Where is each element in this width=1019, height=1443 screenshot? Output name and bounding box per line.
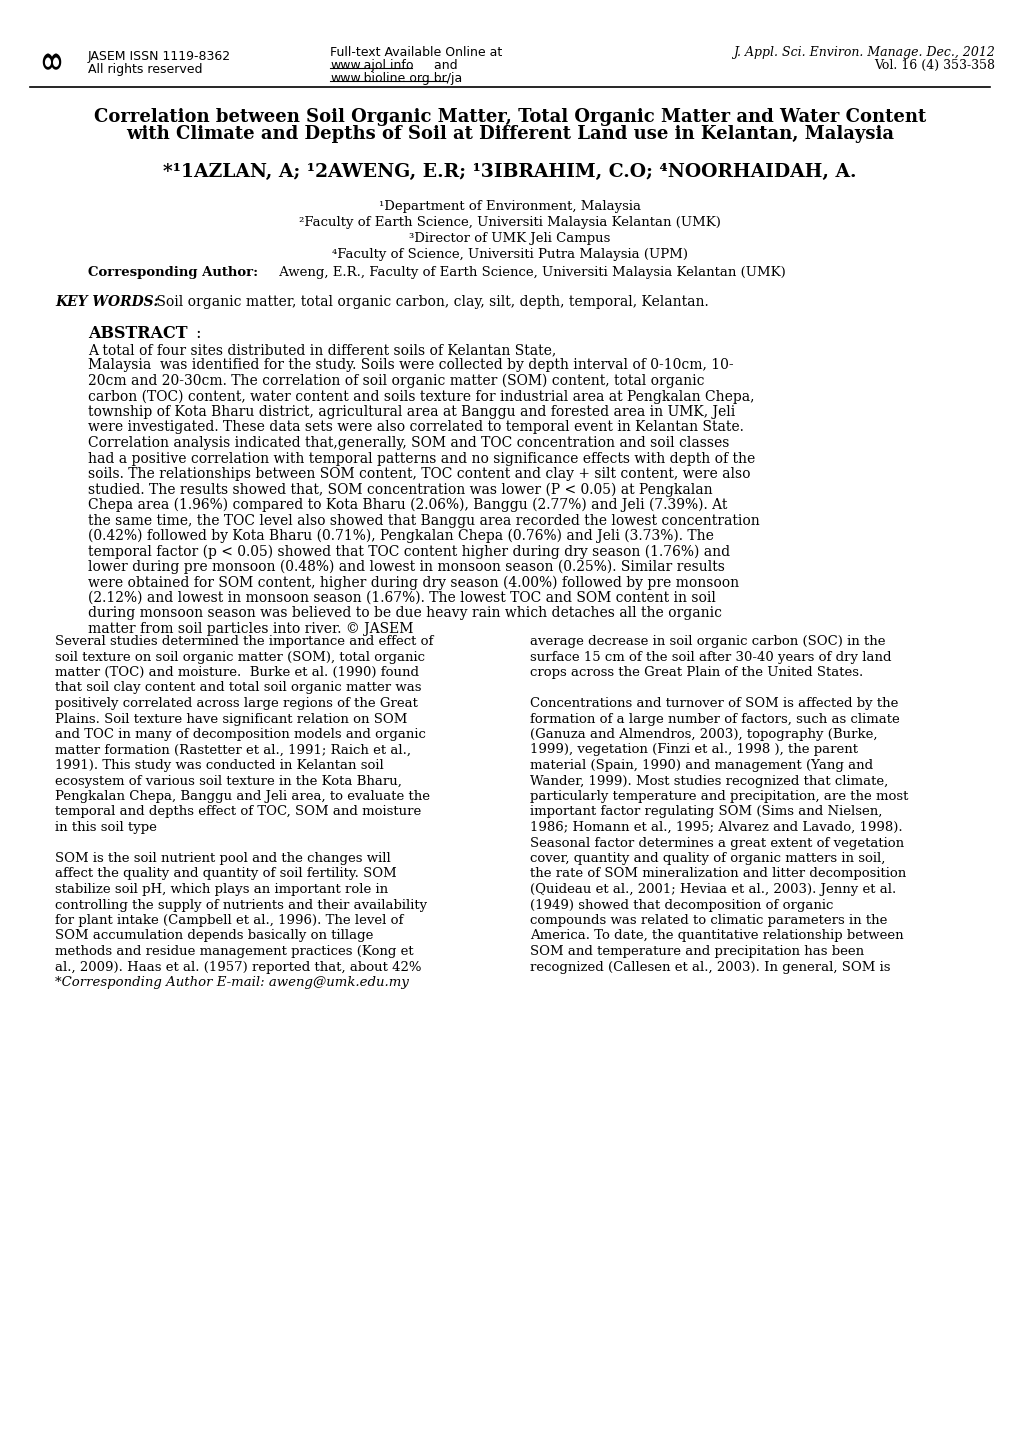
- Text: Aweng, E.R., Faculty of Earth Science, Universiti Malaysia Kelantan (UMK): Aweng, E.R., Faculty of Earth Science, U…: [275, 266, 785, 278]
- Text: positively correlated across large regions of the Great: positively correlated across large regio…: [55, 697, 418, 710]
- Text: the same time, the TOC level also showed that Banggu area recorded the lowest co: the same time, the TOC level also showed…: [88, 514, 759, 528]
- Text: average decrease in soil organic carbon (SOC) in the: average decrease in soil organic carbon …: [530, 635, 884, 648]
- Text: Wander, 1999). Most studies recognized that climate,: Wander, 1999). Most studies recognized t…: [530, 775, 888, 788]
- Text: (Ganuza and Almendros, 2003), topography (Burke,: (Ganuza and Almendros, 2003), topography…: [530, 729, 876, 742]
- Text: ABSTRACT: ABSTRACT: [88, 325, 187, 342]
- Text: matter formation (Rastetter et al., 1991; Raich et al.,: matter formation (Rastetter et al., 1991…: [55, 743, 411, 756]
- Text: were obtained for SOM content, higher during dry season (4.00%) followed by pre : were obtained for SOM content, higher du…: [88, 576, 739, 590]
- Text: ecosystem of various soil texture in the Kota Bharu,: ecosystem of various soil texture in the…: [55, 775, 401, 788]
- Polygon shape: [43, 53, 53, 69]
- Text: Malaysia  was identified for the study. Soils were collected by depth interval o: Malaysia was identified for the study. S…: [88, 358, 733, 372]
- Text: with Climate and Depths of Soil at Different Land use in Kelantan, Malaysia: with Climate and Depths of Soil at Diffe…: [126, 126, 893, 143]
- Text: matter (TOC) and moisture.  Burke et al. (1990) found: matter (TOC) and moisture. Burke et al. …: [55, 667, 419, 680]
- Text: in this soil type: in this soil type: [55, 821, 157, 834]
- Polygon shape: [53, 58, 59, 66]
- Text: had a positive correlation with temporal patterns and no significance effects wi: had a positive correlation with temporal…: [88, 452, 754, 466]
- Text: ²Faculty of Earth Science, Universiti Malaysia Kelantan (UMK): ²Faculty of Earth Science, Universiti Ma…: [299, 216, 720, 229]
- Text: studied. The results showed that, SOM concentration was lower (P < 0.05) at Peng: studied. The results showed that, SOM co…: [88, 482, 712, 496]
- Text: recognized (Callesen et al., 2003). In general, SOM is: recognized (Callesen et al., 2003). In g…: [530, 961, 890, 974]
- Text: Pengkalan Chepa, Banggu and Jeli area, to evaluate the: Pengkalan Chepa, Banggu and Jeli area, t…: [55, 789, 430, 802]
- Text: 1986; Homann et al., 1995; Alvarez and Lavado, 1998).: 1986; Homann et al., 1995; Alvarez and L…: [530, 821, 902, 834]
- Text: material (Spain, 1990) and management (Yang and: material (Spain, 1990) and management (Y…: [530, 759, 872, 772]
- Text: Correlation between Soil Organic Matter, Total Organic Matter and Water Content: Correlation between Soil Organic Matter,…: [94, 108, 925, 126]
- Text: Seasonal factor determines a great extent of vegetation: Seasonal factor determines a great exten…: [530, 837, 903, 850]
- Text: during monsoon season was believed to be due heavy rain which detaches all the o: during monsoon season was believed to be…: [88, 606, 721, 620]
- Text: were investigated. These data sets were also correlated to temporal event in Kel: were investigated. These data sets were …: [88, 420, 743, 434]
- Text: www.ajol.info: www.ajol.info: [330, 59, 413, 72]
- Text: Several studies determined the importance and effect of: Several studies determined the importanc…: [55, 635, 433, 648]
- Text: formation of a large number of factors, such as climate: formation of a large number of factors, …: [530, 713, 899, 726]
- Text: soil texture on soil organic matter (SOM), total organic: soil texture on soil organic matter (SOM…: [55, 651, 425, 664]
- Text: carbon (TOC) content, water content and soils texture for industrial area at Pen: carbon (TOC) content, water content and …: [88, 390, 754, 404]
- Text: controlling the supply of nutrients and their availability: controlling the supply of nutrients and …: [55, 899, 427, 912]
- Text: Concentrations and turnover of SOM is affected by the: Concentrations and turnover of SOM is af…: [530, 697, 898, 710]
- Text: important factor regulating SOM (Sims and Nielsen,: important factor regulating SOM (Sims an…: [530, 805, 881, 818]
- Text: SOM and temperature and precipitation has been: SOM and temperature and precipitation ha…: [530, 945, 863, 958]
- Text: KEY WORDS:: KEY WORDS:: [55, 294, 159, 309]
- Text: *Corresponding Author E-mail: aweng@umk.edu.my: *Corresponding Author E-mail: aweng@umk.…: [55, 975, 409, 988]
- Text: All rights reserved: All rights reserved: [88, 63, 203, 76]
- Text: America. To date, the quantitative relationship between: America. To date, the quantitative relat…: [530, 929, 903, 942]
- Text: SOM is the soil nutrient pool and the changes will: SOM is the soil nutrient pool and the ch…: [55, 851, 390, 864]
- Text: 1991). This study was conducted in Kelantan soil: 1991). This study was conducted in Kelan…: [55, 759, 383, 772]
- Text: and TOC in many of decomposition models and organic: and TOC in many of decomposition models …: [55, 729, 426, 742]
- Text: (0.42%) followed by Kota Bharu (0.71%), Pengkalan Chepa (0.76%) and Jeli (3.73%): (0.42%) followed by Kota Bharu (0.71%), …: [88, 530, 713, 544]
- Text: A total of four sites distributed in different soils of Kelantan State,: A total of four sites distributed in dif…: [88, 343, 555, 356]
- Text: ¹Department of Environment, Malaysia: ¹Department of Environment, Malaysia: [379, 201, 640, 214]
- Text: Soil organic matter, total organic carbon, clay, silt, depth, temporal, Kelantan: Soil organic matter, total organic carbo…: [152, 294, 708, 309]
- Text: *¹1AZLAN, A; ¹2AWENG, E.R; ¹3IBRAHIM, C.O; ⁴NOORHAIDAH, A.: *¹1AZLAN, A; ¹2AWENG, E.R; ¹3IBRAHIM, C.…: [163, 163, 856, 180]
- Text: surface 15 cm of the soil after 30-40 years of dry land: surface 15 cm of the soil after 30-40 ye…: [530, 651, 891, 664]
- Text: 20cm and 20-30cm. The correlation of soil organic matter (SOM) content, total or: 20cm and 20-30cm. The correlation of soi…: [88, 374, 704, 388]
- Text: stabilize soil pH, which plays an important role in: stabilize soil pH, which plays an import…: [55, 883, 388, 896]
- Text: Vol. 16 (4) 353-358: Vol. 16 (4) 353-358: [873, 59, 994, 72]
- Text: Plains. Soil texture have significant relation on SOM: Plains. Soil texture have significant re…: [55, 713, 407, 726]
- Polygon shape: [45, 58, 51, 66]
- Text: lower during pre monsoon (0.48%) and lowest in monsoon season (0.25%). Similar r: lower during pre monsoon (0.48%) and low…: [88, 560, 725, 574]
- Polygon shape: [51, 53, 61, 69]
- Text: Chepa area (1.96%) compared to Kota Bharu (2.06%), Banggu (2.77%) and Jeli (7.39: Chepa area (1.96%) compared to Kota Bhar…: [88, 498, 727, 512]
- Text: Full-text Available Online at: Full-text Available Online at: [330, 46, 501, 59]
- Text: cover, quantity and quality of organic matters in soil,: cover, quantity and quality of organic m…: [530, 851, 884, 864]
- Text: www.bioline.org.br/ja: www.bioline.org.br/ja: [330, 72, 462, 85]
- Text: temporal factor (p < 0.05) showed that TOC content higher during dry season (1.7: temporal factor (p < 0.05) showed that T…: [88, 544, 730, 558]
- Text: that soil clay content and total soil organic matter was: that soil clay content and total soil or…: [55, 681, 421, 694]
- Text: (Quideau et al., 2001; Heviaa et al., 2003). Jenny et al.: (Quideau et al., 2001; Heviaa et al., 20…: [530, 883, 896, 896]
- Text: affect the quality and quantity of soil fertility. SOM: affect the quality and quantity of soil …: [55, 867, 396, 880]
- Text: (1949) showed that decomposition of organic: (1949) showed that decomposition of orga…: [530, 899, 833, 912]
- Text: for plant intake (Campbell et al., 1996). The level of: for plant intake (Campbell et al., 1996)…: [55, 913, 403, 926]
- Text: Correlation analysis indicated that,generally, SOM and TOC concentration and soi: Correlation analysis indicated that,gene…: [88, 436, 729, 450]
- Text: SOM accumulation depends basically on tillage: SOM accumulation depends basically on ti…: [55, 929, 373, 942]
- Text: crops across the Great Plain of the United States.: crops across the Great Plain of the Unit…: [530, 667, 862, 680]
- Text: (2.12%) and lowest in monsoon season (1.67%). The lowest TOC and SOM content in : (2.12%) and lowest in monsoon season (1.…: [88, 592, 715, 605]
- Text: 1999), vegetation (Finzi et al., 1998 ), the parent: 1999), vegetation (Finzi et al., 1998 ),…: [530, 743, 857, 756]
- Text: soils. The relationships between SOM content, TOC content and clay + silt conten: soils. The relationships between SOM con…: [88, 468, 750, 481]
- Text: JASEM ISSN 1119-8362: JASEM ISSN 1119-8362: [88, 51, 231, 63]
- Text: methods and residue management practices (Kong et: methods and residue management practices…: [55, 945, 414, 958]
- Text: J. Appl. Sci. Environ. Manage. Dec., 2012: J. Appl. Sci. Environ. Manage. Dec., 201…: [733, 46, 994, 59]
- Text: and: and: [418, 59, 458, 72]
- Text: temporal and depths effect of TOC, SOM and moisture: temporal and depths effect of TOC, SOM a…: [55, 805, 421, 818]
- Text: township of Kota Bharu district, agricultural area at Banggu and forested area i: township of Kota Bharu district, agricul…: [88, 405, 735, 418]
- Text: particularly temperature and precipitation, are the most: particularly temperature and precipitati…: [530, 789, 908, 802]
- Text: Corresponding Author:: Corresponding Author:: [88, 266, 258, 278]
- Text: compounds was related to climatic parameters in the: compounds was related to climatic parame…: [530, 913, 887, 926]
- Text: the rate of SOM mineralization and litter decomposition: the rate of SOM mineralization and litte…: [530, 867, 905, 880]
- Text: al., 2009). Haas et al. (1957) reported that, about 42%: al., 2009). Haas et al. (1957) reported …: [55, 961, 421, 974]
- Text: matter from soil particles into river. © JASEM: matter from soil particles into river. ©…: [88, 622, 413, 636]
- Text: :: :: [191, 325, 202, 342]
- Text: ³Director of UMK Jeli Campus: ³Director of UMK Jeli Campus: [409, 232, 610, 245]
- Text: ⁴Faculty of Science, Universiti Putra Malaysia (UPM): ⁴Faculty of Science, Universiti Putra Ma…: [331, 248, 688, 261]
